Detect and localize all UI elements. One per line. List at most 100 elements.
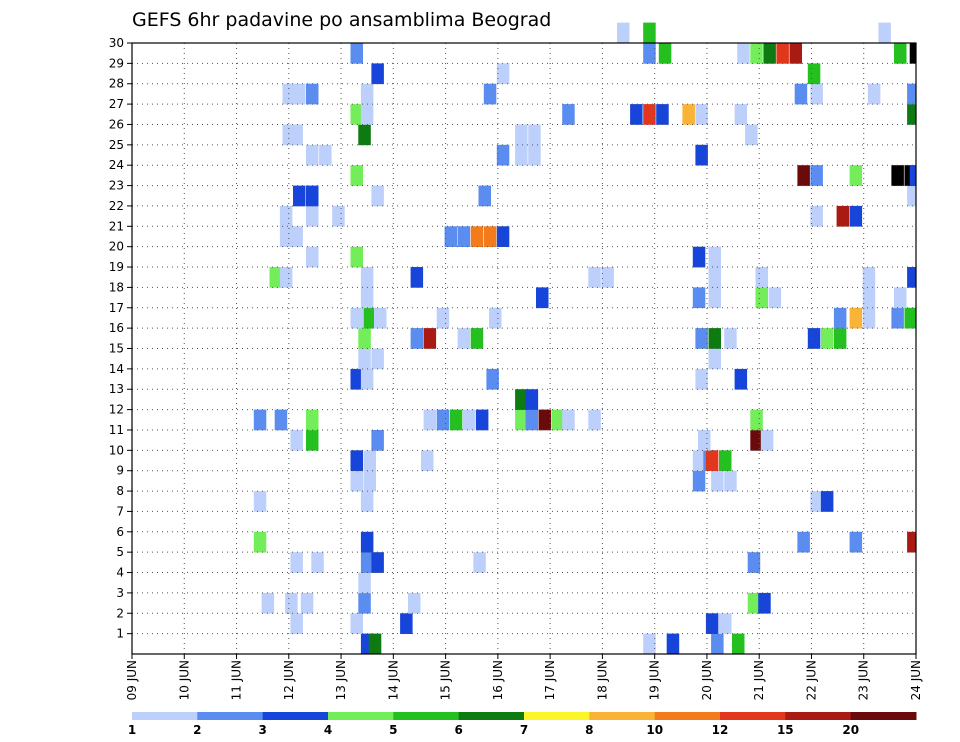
heatmap-cell (363, 307, 376, 329)
x-tick-label: 19 JUN (648, 660, 662, 700)
x-tick-label: 14 JUN (386, 660, 400, 700)
heatmap-cell (350, 307, 363, 329)
heatmap-cell (862, 307, 876, 329)
heatmap-cell (692, 246, 706, 268)
heatmap-cell (536, 287, 549, 309)
heatmap-cell (515, 144, 528, 166)
x-tick-label: 11 JUN (230, 660, 244, 700)
x-tick-label: 10 JUN (177, 660, 191, 700)
heatmap-cell (708, 246, 721, 268)
y-tick-label: 23 (109, 179, 124, 193)
heatmap-cell (719, 450, 732, 471)
y-tick-label: 16 (109, 321, 124, 335)
heatmap-cell (293, 83, 306, 105)
y-tick-label: 8 (116, 484, 124, 498)
heatmap-cell (279, 226, 293, 247)
heatmap-cell (695, 368, 708, 390)
heatmap-cell (306, 83, 319, 105)
heatmap-cell (358, 572, 371, 594)
colorbar-label: 20 (842, 723, 859, 737)
heatmap-cell (768, 287, 782, 309)
heatmap-cell (290, 124, 303, 146)
heatmap-cell (909, 165, 916, 186)
heatmap-cell (306, 144, 319, 166)
colorbar-swatch (654, 712, 721, 720)
heatmap-cell (410, 328, 424, 349)
heatmap-cell (253, 409, 267, 431)
x-tick-label: 20 JUN (700, 660, 714, 700)
heatmap-cell (350, 43, 363, 64)
colorbar-label: 7 (520, 723, 528, 737)
heatmap-cell (410, 267, 424, 288)
heatmap-cell (311, 552, 324, 573)
heatmap-cell (711, 633, 724, 655)
y-tick-label: 18 (109, 280, 124, 294)
y-tick-label: 26 (109, 117, 124, 131)
colorbar-swatch (524, 712, 590, 720)
heatmap-cell (904, 307, 916, 329)
heatmap-cell (617, 22, 630, 44)
heatmap-cell (486, 368, 499, 390)
heatmap-cell (758, 592, 771, 614)
heatmap-cells (253, 22, 916, 655)
y-tick-label: 24 (109, 158, 124, 172)
y-tick-label: 11 (109, 423, 124, 437)
heatmap-cell (293, 185, 306, 207)
heatmap-cell (656, 104, 669, 125)
x-axis: 09 JUN 10 JUN 11 JUN 12 JUN 13 JUN 14 JUN 15 J… (125, 654, 923, 700)
heatmap-cell (274, 409, 288, 431)
heatmap-cell (436, 409, 450, 431)
heatmap-cell (807, 63, 821, 85)
heatmap-cell (515, 389, 528, 410)
y-tick-label: 4 (116, 566, 124, 580)
heatmap-cell (862, 287, 876, 309)
colorbar-label: 2 (193, 723, 201, 737)
colorbar-swatch (132, 712, 198, 720)
heatmap-cell (306, 185, 319, 207)
heatmap-cell (360, 491, 374, 512)
x-tick-label: 12 JUN (282, 660, 296, 700)
heatmap-cell (734, 368, 748, 390)
heatmap-cell (750, 43, 763, 64)
heatmap-cell (862, 267, 876, 288)
heatmap-cell (261, 592, 275, 614)
heatmap-cell (820, 328, 834, 349)
heatmap-cell (253, 491, 267, 512)
heatmap-cell (470, 328, 484, 349)
heatmap-cell (360, 552, 374, 573)
heatmap-cell (708, 348, 721, 370)
heatmap-cell (849, 531, 863, 553)
heatmap-cell (496, 63, 510, 85)
heatmap-cell (807, 328, 821, 349)
heatmap-cell (360, 531, 374, 553)
heatmap-cell (363, 450, 376, 471)
heatmap-cell (894, 287, 907, 309)
colorbar-label: 4 (324, 723, 332, 737)
heatmap-cell (423, 409, 437, 431)
heatmap-cell (763, 43, 776, 64)
heatmap-cell (907, 185, 916, 207)
heatmap-cell (737, 43, 750, 64)
heatmap-cell (849, 205, 863, 227)
heatmap-cell (797, 531, 810, 553)
heatmap-cell (306, 205, 319, 227)
heatmap-cell (470, 226, 484, 247)
heatmap-cell (705, 613, 719, 634)
heatmap-cell (515, 124, 528, 146)
heatmap-cell (562, 104, 575, 125)
chart-title: GEFS 6hr padavine po ansamblima Beograd (132, 9, 551, 31)
heatmap-cell (483, 226, 497, 247)
heatmap-cell (894, 43, 907, 64)
heatmap-cell (810, 83, 823, 105)
heatmap-cell (350, 470, 363, 492)
heatmap-cell (319, 144, 332, 166)
heatmap-cell (350, 246, 363, 268)
heatmap-cell (457, 328, 471, 349)
heatmap-cell (269, 267, 282, 288)
heatmap-cell (360, 287, 374, 309)
heatmap-cell (708, 287, 721, 309)
heatmap-cell (360, 83, 374, 105)
heatmap-cell (719, 613, 732, 634)
y-tick-label: 5 (116, 545, 124, 559)
heatmap-cell (907, 267, 916, 288)
